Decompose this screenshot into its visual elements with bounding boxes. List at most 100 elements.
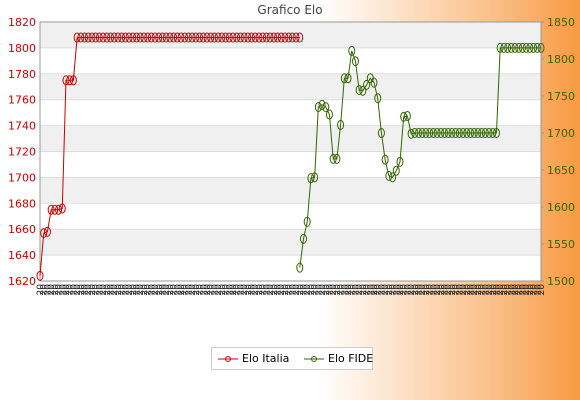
y-right-tick-label: 1600 <box>547 201 575 214</box>
data-point-elo-fide <box>459 128 467 138</box>
data-point-elo-fide <box>396 156 404 167</box>
data-point-elo-fide <box>489 128 497 138</box>
x-tick-label: 20 <box>340 284 350 296</box>
x-tick-label: 20 <box>107 284 117 296</box>
x-tick-label: 20 <box>155 284 165 296</box>
data-point-elo-fide <box>363 79 371 90</box>
x-tick-label: 20 <box>377 284 387 296</box>
x-tick-label: 20 <box>140 284 150 296</box>
data-point-elo-italia <box>125 32 133 43</box>
y-right-tick-label: 1750 <box>547 90 575 103</box>
x-tick-label: 20 <box>99 284 109 296</box>
x-tick-label: 20 <box>355 284 365 296</box>
x-tick-label: 20 <box>121 284 131 296</box>
data-point-elo-fide <box>311 172 319 183</box>
data-point-elo-fide <box>470 128 478 138</box>
data-point-elo-fide <box>515 42 523 53</box>
data-point-elo-italia <box>55 204 63 215</box>
data-point-elo-fide <box>530 42 538 53</box>
data-point-elo-italia <box>262 32 270 43</box>
data-point-elo-fide <box>448 128 456 138</box>
x-tick-label: 20 <box>363 284 373 296</box>
data-point-elo-fide <box>433 128 441 138</box>
data-point-elo-italia <box>173 32 181 43</box>
x-tick-label: 20 <box>214 284 224 296</box>
x-tick-label: 20 <box>303 284 313 296</box>
data-point-elo-italia <box>40 228 48 239</box>
data-point-elo-italia <box>288 32 296 43</box>
y-right-tick-label: 1850 <box>547 16 575 29</box>
data-point-elo-fide <box>492 128 500 138</box>
data-point-elo-italia <box>81 32 89 43</box>
data-point-elo-fide <box>496 42 504 53</box>
x-tick-label: 20 <box>129 284 139 296</box>
y-right-tick-label: 1550 <box>547 238 575 251</box>
x-tick-label: 20 <box>522 284 532 296</box>
data-point-elo-italia <box>210 32 218 43</box>
data-point-elo-italia <box>170 32 178 43</box>
x-tick-label: 20 <box>55 284 65 296</box>
x-tick-label: 20 <box>207 284 217 296</box>
x-tick-label: 20 <box>125 284 135 296</box>
data-point-elo-italia <box>255 32 263 43</box>
x-tick-label: 20 <box>173 284 183 296</box>
x-tick-label: 20 <box>322 284 332 296</box>
data-point-elo-italia <box>214 32 222 43</box>
x-tick-label: 20 <box>58 284 68 296</box>
data-point-elo-italia <box>140 32 148 43</box>
y-left-tick-label: 1660 <box>8 223 36 236</box>
data-point-elo-fide <box>466 128 474 138</box>
x-tick-label: 20 <box>274 284 284 296</box>
data-point-elo-italia <box>207 32 215 43</box>
x-tick-label: 20 <box>333 284 343 296</box>
x-tick-label: 20 <box>396 284 406 296</box>
x-tick-label: 20 <box>504 284 514 296</box>
data-point-elo-fide <box>389 172 397 183</box>
x-tick-label: 20 <box>222 284 232 296</box>
x-tick-label: 20 <box>95 284 105 296</box>
data-point-elo-fide <box>392 165 400 176</box>
x-tick-label: 20 <box>251 284 261 296</box>
x-tick-label: 20 <box>233 284 243 296</box>
data-point-elo-italia <box>181 32 189 43</box>
x-tick-label: 20 <box>147 284 157 296</box>
data-point-elo-fide <box>318 99 326 110</box>
data-point-elo-italia <box>132 32 140 43</box>
x-tick-label: 20 <box>77 284 87 296</box>
data-point-elo-italia <box>199 32 207 43</box>
data-point-elo-italia <box>84 32 92 43</box>
data-point-elo-fide <box>437 128 445 138</box>
x-tick-label: 20 <box>210 284 220 296</box>
x-tick-label: 20 <box>492 284 502 296</box>
data-point-elo-italia <box>270 32 278 43</box>
data-point-elo-italia <box>43 226 51 237</box>
data-point-elo-fide <box>355 85 363 96</box>
data-point-elo-fide <box>299 233 307 244</box>
data-point-elo-italia <box>110 32 118 43</box>
data-point-elo-italia <box>51 204 59 215</box>
x-tick-label: 20 <box>411 284 421 296</box>
x-tick-label: 20 <box>196 284 206 296</box>
data-point-elo-italia <box>184 32 192 43</box>
x-tick-label: 20 <box>381 284 391 296</box>
x-tick-label: 20 <box>337 284 347 296</box>
data-point-elo-italia <box>66 75 74 86</box>
x-tick-label: 20 <box>240 284 250 296</box>
x-tick-label: 20 <box>400 284 410 296</box>
x-tick-label: 20 <box>66 284 76 296</box>
data-point-elo-fide <box>407 128 415 139</box>
x-tick-label: 20 <box>518 284 528 296</box>
x-tick-label: 20 <box>73 284 83 296</box>
y-left-tick-label: 1640 <box>8 249 36 262</box>
x-tick-label: 20 <box>415 284 425 296</box>
x-tick-label: 20 <box>441 284 451 296</box>
x-tick-label: 20 <box>485 284 495 296</box>
data-point-elo-fide <box>370 77 378 88</box>
x-tick-label: 20 <box>225 284 235 296</box>
y-left-tick-label: 1820 <box>8 16 36 29</box>
data-point-elo-italia <box>259 32 267 43</box>
y-right-tick-label: 1700 <box>547 127 575 140</box>
data-point-elo-italia <box>274 32 282 43</box>
data-point-elo-italia <box>77 32 85 43</box>
x-tick-label: 20 <box>299 284 309 296</box>
